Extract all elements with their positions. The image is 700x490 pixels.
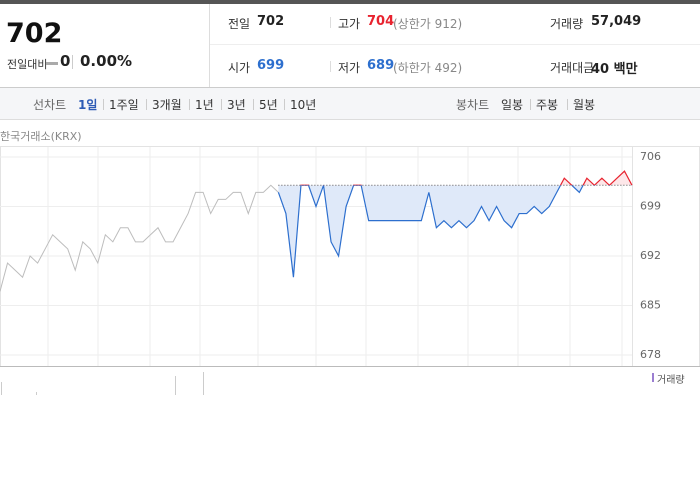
stat-label: 고가 xyxy=(338,17,361,31)
stat-label: 거래량 xyxy=(550,17,584,31)
stat-value: 699 xyxy=(257,58,285,73)
candle-tab[interactable]: 주봉 xyxy=(529,98,559,112)
period-tab[interactable]: 3년 xyxy=(221,98,246,112)
period-tab[interactable]: 1년 xyxy=(189,98,214,112)
volume-label: 거래량 xyxy=(657,375,685,386)
divider xyxy=(72,55,73,69)
tab-bar xyxy=(0,87,700,120)
candle-tab[interactable]: 일봉 xyxy=(501,98,524,112)
y-tick-label: 699 xyxy=(640,200,661,213)
divider xyxy=(330,17,331,28)
stat-note: (상한가 912) xyxy=(393,17,463,31)
stat-value: 702 xyxy=(257,14,285,29)
candle-tab[interactable]: 월봉 xyxy=(566,98,596,112)
period-tab[interactable]: 10년 xyxy=(283,98,317,112)
period-tab[interactable]: 1주일 xyxy=(103,98,139,112)
stat-value: 704 xyxy=(367,14,395,29)
divider xyxy=(209,4,210,87)
change-label: 전일대비 xyxy=(7,58,48,71)
price-area xyxy=(560,171,632,186)
change-rate: 0.00% xyxy=(80,52,133,70)
stat-value: 40 백만 xyxy=(591,62,638,77)
price-line xyxy=(0,184,279,292)
change: 0 xyxy=(60,52,71,70)
price: 702 xyxy=(6,18,63,49)
stat-value: 57,049 xyxy=(591,14,642,29)
flat-marker xyxy=(46,62,58,65)
stat-label: 시가 xyxy=(228,61,251,75)
y-tick-label: 685 xyxy=(640,299,661,312)
divider xyxy=(210,44,700,45)
period-tab[interactable]: 1일 xyxy=(78,98,98,112)
stat-label: 저가 xyxy=(338,61,361,75)
y-tick-label: 706 xyxy=(640,150,661,163)
stat-value: 689 xyxy=(367,58,395,73)
period-tab[interactable]: 5년 xyxy=(253,98,278,112)
price-line xyxy=(277,185,633,278)
stat-label: 전일 xyxy=(228,17,251,31)
tab-group-label: 선차트 xyxy=(33,98,67,112)
source: 한국거래소(KRX) xyxy=(0,130,82,143)
tab-group-label: 봉차트 xyxy=(456,98,490,112)
divider xyxy=(330,61,331,72)
top-bar xyxy=(0,0,700,4)
volume-legend-marker xyxy=(652,373,654,382)
y-tick-label: 678 xyxy=(640,348,661,361)
stat-label: 거래대금 xyxy=(550,61,595,75)
period-tab[interactable]: 3개월 xyxy=(146,98,182,112)
y-tick-label: 692 xyxy=(640,249,661,262)
price-area xyxy=(278,185,632,278)
stat-note: (하한가 492) xyxy=(393,61,463,75)
